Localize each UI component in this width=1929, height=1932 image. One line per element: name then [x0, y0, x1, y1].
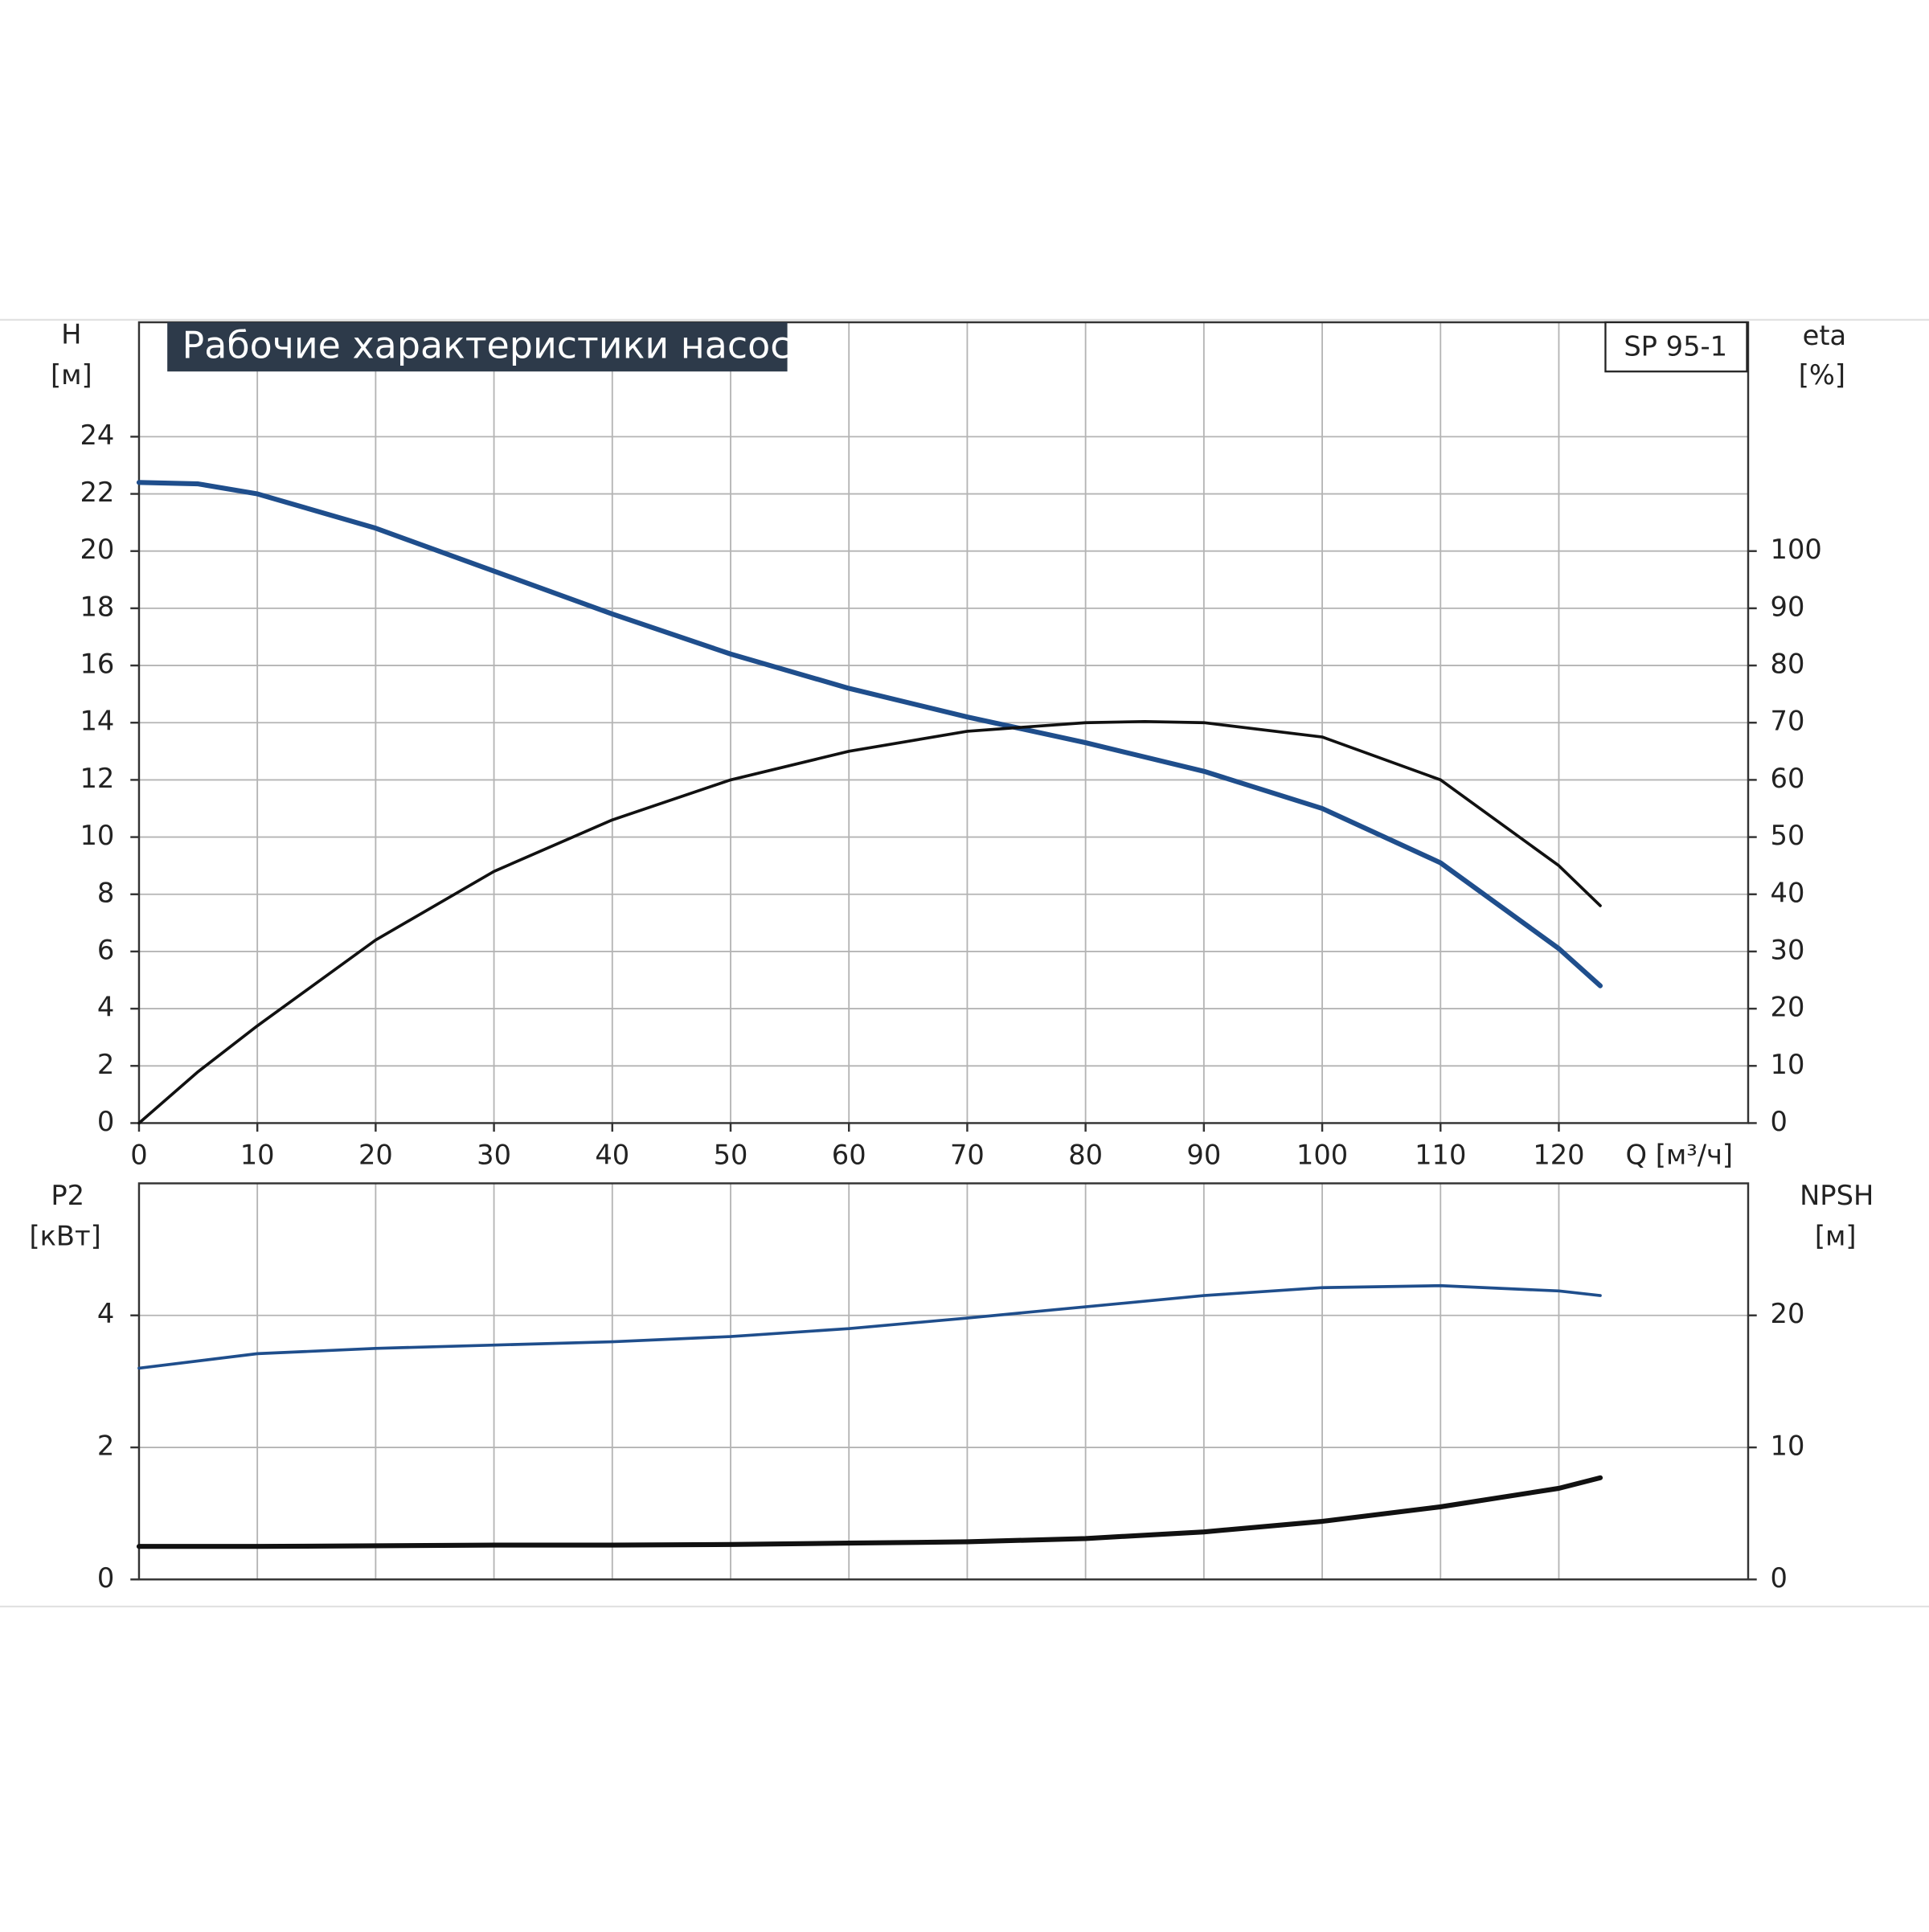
y-tick-label: 8 [97, 877, 114, 908]
x-tick-label: 120 [1533, 1139, 1584, 1170]
x-tick-label: 40 [595, 1139, 629, 1170]
y2-tick-label: 10 [1771, 1049, 1805, 1080]
y-tick-label: 0 [97, 1562, 114, 1594]
y-tick-label: 18 [80, 591, 115, 622]
y2-tick-label: 0 [1771, 1562, 1788, 1594]
curve-layer [136, 480, 1603, 1549]
y2-tick-label: 50 [1771, 820, 1805, 851]
y-tick-label: 10 [80, 820, 115, 851]
y-tick-label: 6 [97, 934, 114, 965]
y-tick-label: 14 [80, 706, 115, 737]
curve [137, 719, 1602, 1125]
y2-tick-label: 60 [1771, 763, 1805, 794]
plot-frame [137, 1182, 1750, 1581]
y2-tick-label: 30 [1771, 934, 1805, 965]
x-tick-label: 80 [1068, 1139, 1103, 1170]
y2-tick-label: 10 [1771, 1431, 1805, 1462]
y2-axis-label: NPSH [1800, 1180, 1874, 1211]
x-tick-label: 110 [1415, 1139, 1466, 1170]
y-tick-label: 0 [97, 1106, 114, 1137]
plot-frame [137, 321, 1750, 1124]
y2-axis-unit: [%] [1799, 359, 1845, 391]
y-tick-label: 16 [80, 649, 115, 680]
label-layer: Рабочие характеристики насоса SP 95-1 H … [29, 318, 1874, 1593]
x-tick-label: 20 [358, 1139, 393, 1170]
x-tick-label: 0 [130, 1139, 147, 1170]
y2-tick-label: 70 [1771, 706, 1805, 737]
y-tick-label: 2 [97, 1431, 114, 1462]
y2-tick-label: 90 [1771, 591, 1805, 622]
model-label: SP 95-1 [1624, 331, 1727, 362]
y-tick-label: 2 [97, 1049, 114, 1080]
model-box [1604, 321, 1748, 373]
x-tick-label: 60 [832, 1139, 866, 1170]
y-tick-label: 4 [97, 992, 114, 1023]
y-axis-unit: [м] [51, 359, 92, 391]
y2-tick-label: 100 [1771, 534, 1822, 565]
x-tick-label: 70 [950, 1139, 985, 1170]
y2-tick-label: 80 [1771, 649, 1805, 680]
y-axis-unit: [кВт] [29, 1220, 100, 1251]
y2-tick-label: 40 [1771, 877, 1805, 908]
y-tick-label: 24 [80, 420, 115, 451]
x-tick-label: 10 [240, 1139, 275, 1170]
title-box [167, 322, 788, 372]
curve [136, 480, 1603, 989]
x-tick-label: 30 [477, 1139, 511, 1170]
x-tick-label: 50 [714, 1139, 748, 1170]
y-axis-label: H [61, 318, 81, 350]
y2-tick-label: 0 [1771, 1106, 1788, 1137]
y2-axis-unit: [м] [1815, 1220, 1857, 1251]
x-axis-label: Q [м³/ч] [1626, 1139, 1734, 1170]
y-tick-label: 12 [80, 763, 115, 794]
y2-tick-label: 20 [1771, 1298, 1805, 1329]
y2-axis-label: eta [1803, 320, 1847, 351]
y-axis-label: P2 [51, 1180, 84, 1211]
curve [136, 1475, 1603, 1549]
y-tick-label: 22 [80, 477, 115, 508]
chart-title: Рабочие характеристики насоса [182, 324, 813, 367]
y-tick-label: 4 [97, 1298, 114, 1329]
x-tick-label: 90 [1186, 1139, 1221, 1170]
curve [137, 1283, 1602, 1370]
grid-layer [130, 321, 1757, 1581]
y-tick-label: 20 [80, 534, 115, 565]
x-tick-label: 100 [1296, 1139, 1348, 1170]
y2-tick-label: 20 [1771, 992, 1805, 1023]
